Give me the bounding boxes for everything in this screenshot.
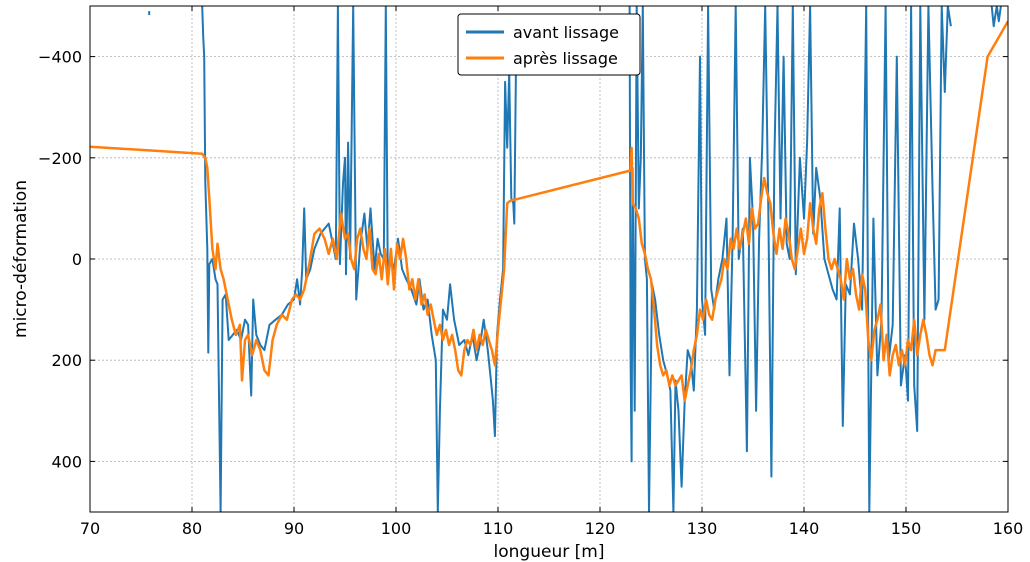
legend-label-avant-lissage: avant lissage [513,23,619,42]
x-axis-label: longueur [m] [494,542,605,562]
legend-label-apres-lissage: après lissage [513,49,618,68]
y-tick-label: −400 [38,48,82,67]
x-tick-label: 150 [891,519,922,538]
y-tick-label: 200 [51,351,82,370]
x-tick-label: 80 [182,519,202,538]
series-line-apres-lissage [90,20,1008,402]
x-tick-label: 110 [483,519,514,538]
x-tick-label: 160 [993,519,1024,538]
y-axis-label: micro-déformation [11,180,31,338]
series-layer [90,6,1008,512]
x-tick-label: 120 [585,519,616,538]
x-tick-label: 140 [789,519,820,538]
axis-ticks: 70 80 90 100 110 120 130 140 150 160 −400 −200 0 200 4… [38,6,1023,538]
legend-box [457,13,641,76]
series-line-avant-lissage [990,6,1002,28]
y-tick-label: 400 [51,452,82,471]
legend: avant lissage après lissage [457,13,641,76]
y-tick-label: −200 [38,149,82,168]
x-tick-label: 90 [284,519,304,538]
y-tick-label: 0 [72,250,82,269]
x-tick-label: 130 [687,519,718,538]
series-line-avant-lissage [201,6,518,512]
x-tick-label: 70 [80,519,100,538]
x-tick-label: 100 [381,519,412,538]
